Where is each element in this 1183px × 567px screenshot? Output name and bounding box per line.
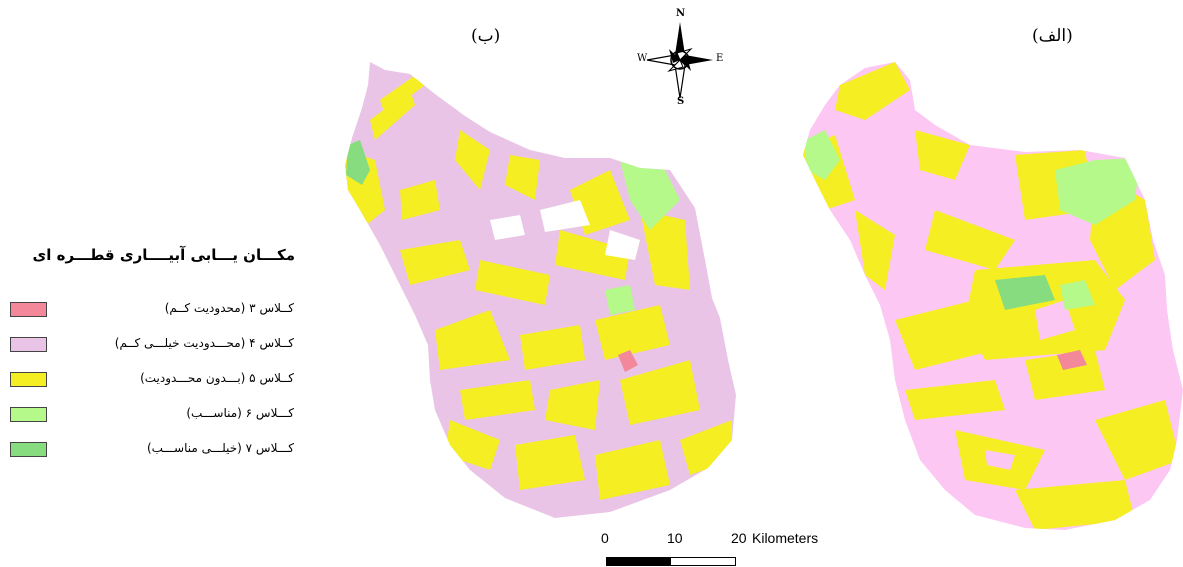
scale-tick-0: 0	[601, 530, 609, 546]
legend-label: کــلاس ۴ (محـــدودیت خیلـــی کــم)	[114, 336, 294, 350]
scale-bar-black-segment	[607, 558, 671, 565]
legend-swatch	[10, 407, 47, 422]
scale-unit: Kilometers	[752, 530, 819, 546]
scale-tick-20: 20	[731, 530, 747, 546]
scale-tick-10: 10	[667, 530, 683, 546]
legend-item-class6: کـــلاس ۶ (مناســـب)	[10, 406, 300, 424]
compass-n: N	[676, 8, 686, 19]
map-b	[345, 62, 736, 518]
compass-e: E	[716, 53, 724, 64]
legend-title: مکـــان یـــابی آبیــــاری قطـــره ای	[32, 246, 295, 264]
scale-bar-graphic	[606, 557, 736, 566]
scale-bar: 0 10 20 Kilometers	[578, 530, 868, 567]
legend-item-class3: کــلاس ۳ (محدودیت کــم)	[10, 301, 300, 319]
panel-label-b: (ب)	[471, 26, 501, 46]
compass-rose-icon: N S W E	[625, 8, 735, 108]
map-alef	[803, 62, 1183, 530]
legend-item-class5: کــلاس ۵ (بـــدون محـــدودیت)	[10, 371, 300, 389]
legend-item-class7: کـــلاس ۷ (خیلـــی مناســـب)	[10, 441, 300, 459]
legend-label: کـــلاس ۶ (مناســـب)	[186, 406, 294, 420]
legend-swatch	[10, 372, 47, 387]
compass-w: W	[637, 53, 648, 64]
legend-item-class4: کــلاس ۴ (محـــدودیت خیلـــی کــم)	[10, 336, 300, 354]
legend-label: کــلاس ۳ (محدودیت کــم)	[164, 301, 294, 315]
legend-label: کـــلاس ۷ (خیلـــی مناســـب)	[147, 441, 294, 455]
legend-swatch	[10, 442, 47, 457]
legend-swatch	[10, 337, 47, 352]
panel-label-alef: (الف)	[1032, 26, 1073, 46]
legend-label: کــلاس ۵ (بـــدون محـــدودیت)	[140, 371, 294, 385]
legend-swatch	[10, 302, 47, 317]
compass-s: S	[677, 96, 685, 107]
